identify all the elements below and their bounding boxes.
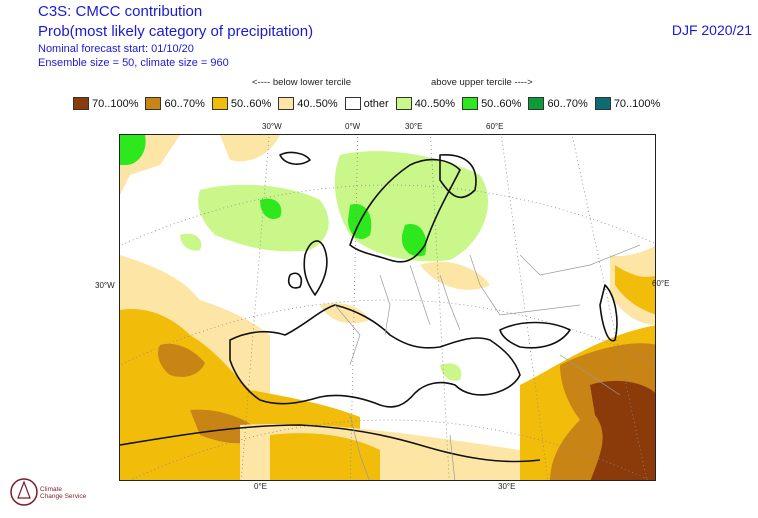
chart-subtitle: Prob(most likely category of precipitati… bbox=[38, 23, 314, 40]
legend-item: other bbox=[344, 97, 389, 110]
legend-item: 60..70% bbox=[145, 97, 205, 110]
region-below-50-60-caspian bbox=[615, 265, 655, 315]
logo-thermometer-icon bbox=[17, 480, 31, 499]
forecast-start: Nominal forecast start: 01/10/20 bbox=[38, 43, 194, 55]
legend-swatch bbox=[594, 97, 611, 110]
tick-top-30w: 30°W bbox=[262, 122, 282, 131]
legend-item: 50..60% bbox=[211, 97, 272, 110]
legend-item: 50..60% bbox=[462, 97, 521, 110]
region-above-40-50-balkan bbox=[440, 363, 462, 381]
legend-swatch bbox=[395, 97, 412, 110]
ensemble-size: Ensemble size = 50, climate size = 960 bbox=[38, 57, 229, 69]
region-below-40-50-central bbox=[420, 261, 490, 290]
legend-swatch bbox=[462, 97, 479, 110]
tick-right-60e: 60°E bbox=[652, 279, 670, 288]
region-below-70-100-east bbox=[590, 380, 655, 480]
legend-label: 50..60% bbox=[230, 97, 272, 110]
legend-item: 40..50% bbox=[395, 97, 456, 110]
logo-text: Climate Change Service bbox=[40, 486, 86, 500]
chart-title: C3S: CMCC contribution bbox=[38, 3, 203, 20]
legend-swatch bbox=[278, 97, 295, 110]
legend-label: 70..100% bbox=[92, 97, 139, 110]
precipitation-map bbox=[120, 135, 655, 480]
coastlines bbox=[120, 151, 618, 463]
region-above-50-60-northwest bbox=[120, 135, 146, 165]
legend-swatch bbox=[344, 97, 361, 110]
tick-bottom-0e: 0°E bbox=[254, 482, 267, 491]
region-below-50-60-sahara bbox=[270, 433, 380, 480]
country-borders bbox=[334, 244, 641, 480]
legend-swatch bbox=[211, 97, 228, 110]
copernicus-logo bbox=[10, 478, 38, 506]
legend-label: 50..60% bbox=[481, 97, 522, 110]
tick-bottom-30e: 30°E bbox=[498, 482, 516, 491]
region-above-50-60-sweden bbox=[401, 224, 427, 257]
legend-swatch bbox=[145, 97, 162, 110]
legend-label: 40..50% bbox=[297, 97, 338, 110]
graticule bbox=[120, 135, 655, 480]
region-below-40-50-europe bbox=[320, 303, 370, 324]
region-above-40-50-scandinavia bbox=[334, 151, 489, 262]
forecast-period: DJF 2020/21 bbox=[671, 22, 752, 38]
tick-top-30e: 30°E bbox=[405, 122, 423, 131]
legend-label: 70..100% bbox=[613, 97, 661, 110]
region-above-50-60-atlantic bbox=[260, 198, 282, 220]
legend-item: 70..100% bbox=[73, 97, 138, 110]
legend: 70..100% 60..70% 50..60% 40..50% other 40..50… bbox=[73, 97, 667, 110]
legend-label: 60..70% bbox=[164, 97, 205, 110]
legend-below-header: <---- below lower tercile bbox=[252, 77, 351, 88]
legend-label: 40..50% bbox=[414, 97, 456, 110]
region-above-40-50-west bbox=[180, 233, 202, 251]
tick-top-60e: 60°E bbox=[486, 122, 504, 131]
legend-swatch bbox=[73, 97, 89, 110]
region-above-40-50-north-atlantic bbox=[198, 184, 329, 252]
map-panel bbox=[119, 134, 656, 481]
legend-item: 70..100% bbox=[594, 97, 661, 110]
tick-top-0w: 0°W bbox=[345, 122, 361, 131]
region-below-40-50-greenland bbox=[220, 135, 280, 162]
legend-item: 40..50% bbox=[278, 97, 338, 110]
legend-above-header: above upper tercile ----> bbox=[431, 77, 533, 88]
legend-label: 60..70% bbox=[547, 97, 588, 110]
logo-line1: Climate bbox=[40, 486, 63, 493]
legend-item: 60..70% bbox=[528, 97, 588, 110]
legend-label: other bbox=[363, 97, 389, 110]
logo-circle-icon bbox=[10, 478, 38, 506]
tick-left-30w: 30°W bbox=[95, 281, 115, 290]
logo-line2: Change Service bbox=[40, 493, 87, 500]
legend-swatch bbox=[528, 97, 545, 110]
region-below-60-70-atlantic bbox=[158, 343, 205, 377]
